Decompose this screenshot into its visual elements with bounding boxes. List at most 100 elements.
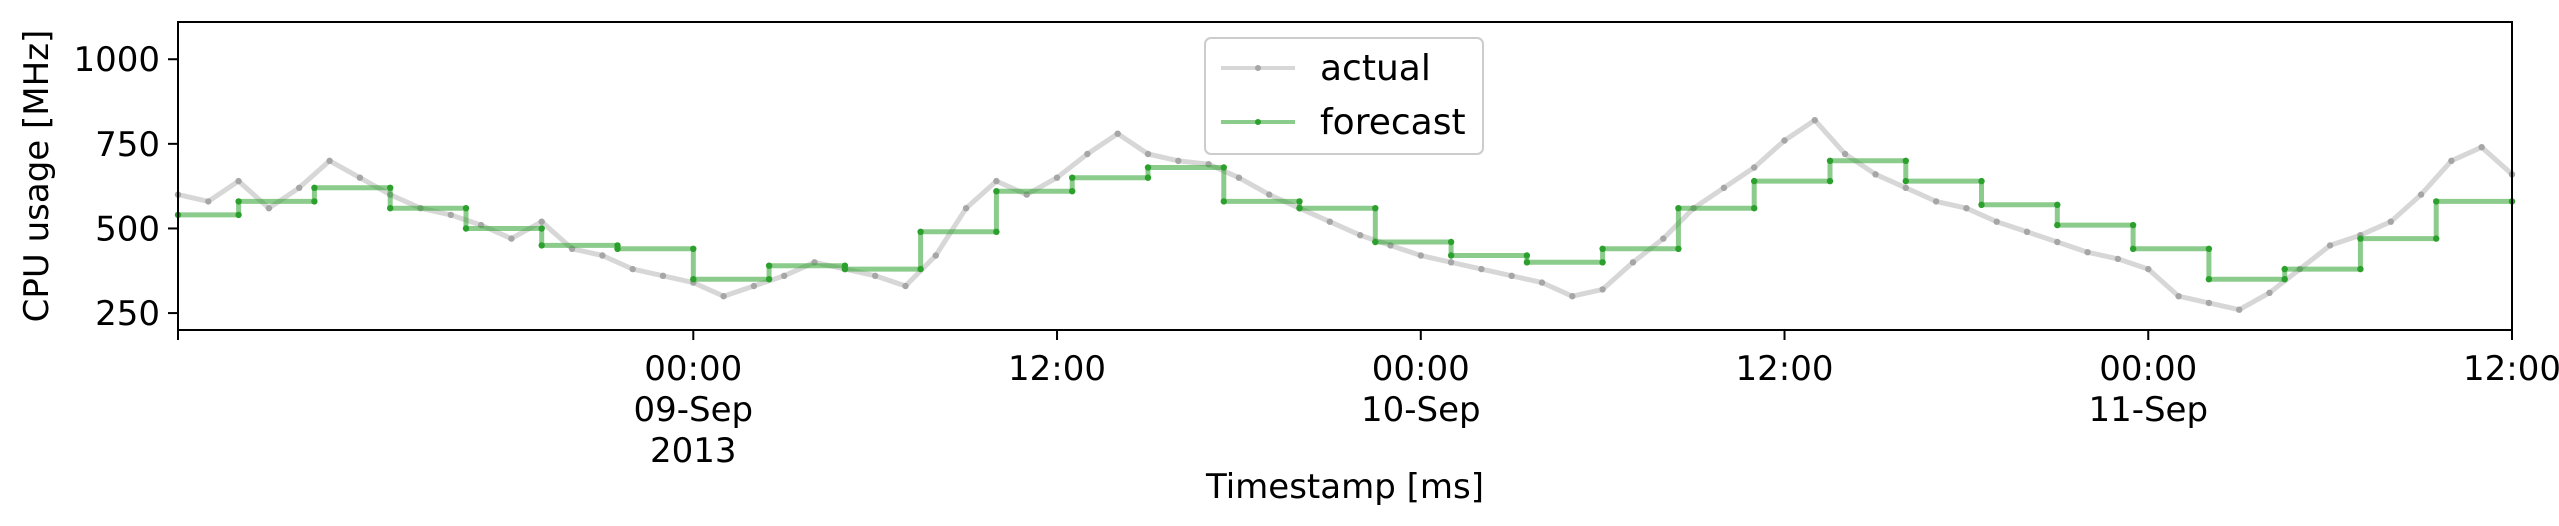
data-point-actual <box>2084 249 2091 256</box>
series-layer <box>174 117 2516 313</box>
data-point-forecast <box>2433 198 2440 205</box>
data-point-forecast <box>765 276 773 283</box>
data-point-actual <box>1266 191 1273 198</box>
data-point-actual <box>1175 157 1182 164</box>
data-point-forecast <box>1751 205 1758 212</box>
data-point-forecast <box>2281 276 2288 283</box>
data-point-actual <box>1902 184 1910 191</box>
data-point-actual <box>1932 198 1940 205</box>
y-axis-label: CPU usage [MHz] <box>17 30 57 323</box>
data-point-forecast <box>917 228 924 235</box>
data-point-actual <box>326 157 333 164</box>
data-point-forecast <box>1523 259 1531 266</box>
data-point-actual <box>1114 130 1121 137</box>
data-point-forecast <box>2054 201 2061 208</box>
data-point-actual <box>659 272 667 279</box>
x-axis-label: Timestamp [ms] <box>1205 467 1484 507</box>
series-points-forecast <box>174 157 2516 283</box>
data-point-forecast <box>614 245 621 252</box>
data-point-actual <box>1781 137 1788 144</box>
data-point-forecast <box>690 276 697 283</box>
data-point-forecast <box>1902 157 1910 164</box>
data-point-forecast <box>841 265 849 273</box>
data-point-actual <box>2114 255 2122 263</box>
data-point-actual <box>932 252 939 259</box>
x-axis: 00:00 09-Sep 2013 12:00 00:00 10-Sep 12:00 00:0… <box>177 330 2559 471</box>
data-point-forecast <box>1523 252 1531 259</box>
data-point-forecast <box>1447 238 1455 246</box>
data-point-forecast <box>690 245 697 252</box>
x-tick-label: 12:00 <box>1736 349 1834 389</box>
data-point-forecast <box>1826 157 1834 164</box>
data-point-actual <box>1144 150 1152 158</box>
data-point-forecast <box>765 262 773 269</box>
data-point-forecast <box>311 198 318 205</box>
data-point-actual <box>720 293 727 300</box>
data-point-actual <box>1508 272 1515 279</box>
data-point-forecast <box>462 225 470 232</box>
data-point-forecast <box>1675 205 1682 212</box>
data-point-actual <box>1478 265 1485 273</box>
y-tick-label: 1000 <box>73 40 160 80</box>
data-point-actual <box>1629 259 1637 266</box>
data-point-actual <box>356 174 364 181</box>
data-point-forecast <box>993 188 1000 195</box>
data-point-forecast <box>2205 276 2213 283</box>
data-point-forecast <box>387 184 394 191</box>
data-point-forecast <box>2357 235 2364 242</box>
data-point-forecast <box>1372 238 1379 246</box>
data-point-actual <box>205 198 212 205</box>
data-point-forecast <box>2054 221 2061 229</box>
plot-frame <box>177 21 2513 331</box>
data-point-forecast <box>1069 188 1076 195</box>
data-point-actual <box>1720 184 1728 191</box>
data-point-actual <box>1751 164 1758 171</box>
y-tick-label: 500 <box>95 209 160 249</box>
data-point-forecast <box>1978 201 1985 208</box>
data-point-actual <box>1053 174 1061 181</box>
data-point-actual <box>235 177 242 185</box>
data-point-actual <box>1447 259 1455 266</box>
legend-label-actual: actual <box>1320 48 1431 89</box>
data-point-actual <box>1084 150 1091 158</box>
data-point-forecast <box>1220 198 1228 205</box>
data-point-actual <box>2478 144 2485 151</box>
data-point-actual <box>296 184 303 191</box>
data-point-actual <box>1811 117 1819 124</box>
data-point-actual <box>1417 252 1425 259</box>
data-point-actual <box>1326 218 1334 225</box>
series-line-forecast <box>178 158 2512 282</box>
data-point-forecast <box>2129 221 2137 229</box>
data-point-actual <box>902 282 909 290</box>
data-point-forecast <box>2433 235 2440 242</box>
data-point-forecast <box>1599 259 1606 266</box>
data-point-actual <box>599 252 606 259</box>
data-point-actual <box>508 235 515 242</box>
data-point-actual <box>265 205 273 212</box>
data-point-actual <box>2175 293 2182 300</box>
data-point-actual <box>2326 242 2334 249</box>
x-tick-label: 12:00 <box>2463 349 2559 389</box>
data-point-forecast <box>2357 265 2364 273</box>
data-point-forecast <box>917 265 924 273</box>
data-point-forecast <box>1220 164 1228 171</box>
data-point-actual <box>750 282 758 290</box>
data-point-forecast <box>1144 164 1152 171</box>
data-point-forecast <box>2205 245 2213 252</box>
data-point-actual <box>1841 150 1849 158</box>
y-axis: 250 500 750 1000 <box>73 40 178 334</box>
data-point-actual <box>2205 299 2213 307</box>
data-point-forecast <box>1296 198 1303 205</box>
data-point-forecast <box>1675 245 1682 252</box>
data-point-actual <box>2236 306 2243 313</box>
y-tick-label: 250 <box>95 294 160 334</box>
data-point-actual <box>447 211 454 219</box>
x-tick-label: 00:00 10-Sep <box>1361 349 1481 430</box>
x-tick-label: 12:00 <box>1008 349 1106 389</box>
data-point-actual <box>1235 174 1243 181</box>
data-point-forecast <box>1751 177 1758 185</box>
legend-label-forecast: forecast <box>1320 102 1466 143</box>
data-point-actual <box>1963 205 1970 212</box>
